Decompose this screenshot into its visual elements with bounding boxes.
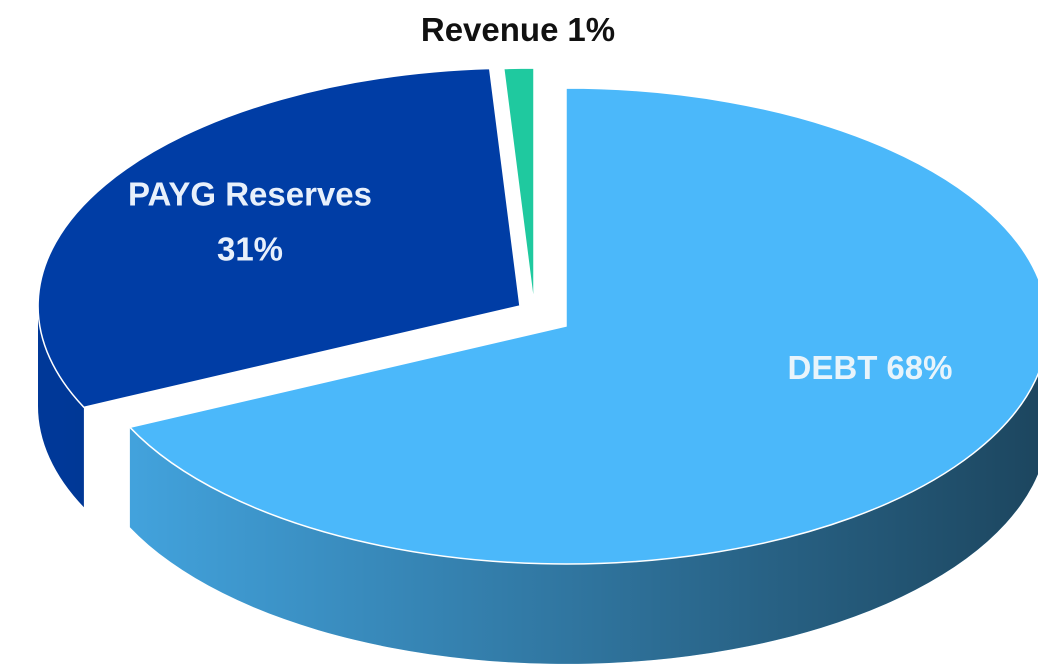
slice bbox=[128, 87, 1038, 565]
slice bbox=[37, 67, 521, 409]
slice-side-shade bbox=[38, 306, 84, 508]
slice-name: PAYG Reserves bbox=[128, 176, 372, 213]
slice-label: Revenue 1% bbox=[421, 11, 615, 48]
pie-labels: DEBT 68% PAYG Reserves 31% Revenue 1% bbox=[128, 11, 952, 386]
slice bbox=[502, 67, 535, 307]
pie-sides bbox=[38, 306, 1038, 664]
slice-label: DEBT 68% bbox=[788, 349, 953, 386]
slice-value: 31% bbox=[217, 231, 283, 268]
slice-value: 68% bbox=[886, 349, 952, 386]
slice-name: Revenue bbox=[421, 11, 559, 48]
slice-value: 1% bbox=[567, 11, 615, 48]
slice-name: DEBT bbox=[788, 349, 878, 386]
slice-side-shade bbox=[129, 373, 1038, 664]
pie-tops bbox=[37, 67, 1038, 565]
